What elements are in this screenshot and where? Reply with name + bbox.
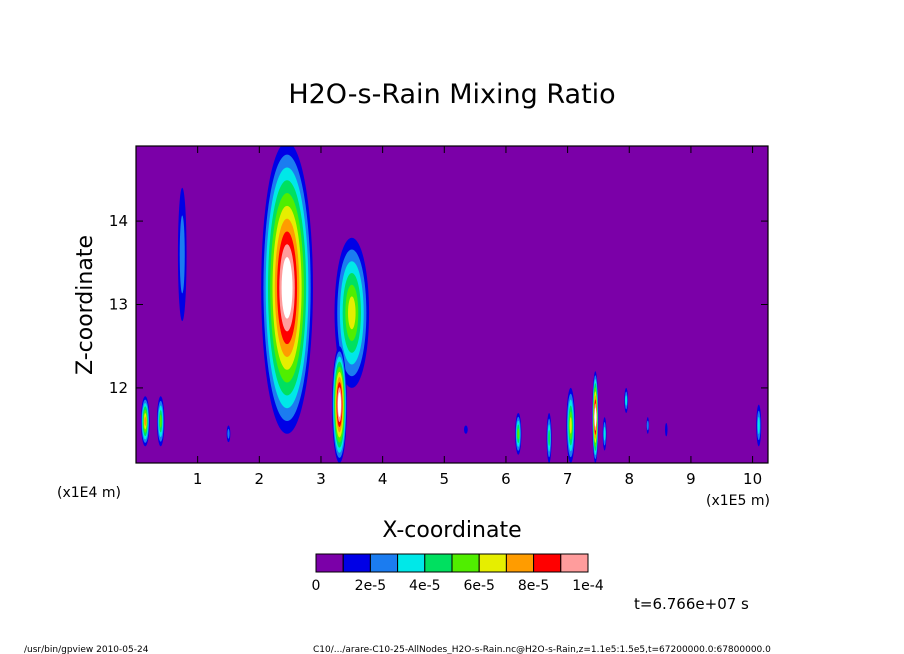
heatmap-region-10-level-5 bbox=[569, 417, 572, 434]
colorbar-swatch-0 bbox=[315, 553, 344, 573]
heatmap-region-0-level-10 bbox=[283, 269, 291, 306]
heatmap-region-11-level-10 bbox=[594, 411, 597, 423]
y-unit-note: (x1E4 m) bbox=[57, 485, 121, 501]
y-tick-label-0: 12 bbox=[109, 379, 128, 397]
heatmap-region-4-level-6 bbox=[144, 416, 147, 427]
colorbar-label-0: 0 bbox=[312, 578, 321, 594]
x-tick-label-6: 7 bbox=[563, 470, 573, 488]
colorbar-swatch-5 bbox=[451, 553, 480, 573]
x-tick-label-4: 5 bbox=[440, 470, 450, 488]
colorbar: 0 2e-5 4e-5 6e-5 8e-5 1e-4 bbox=[312, 553, 604, 594]
heatmap-region-14-level-1 bbox=[646, 420, 649, 431]
colorbar-label-4: 8e-5 bbox=[518, 578, 549, 594]
time-label: t=6.766e+07 s bbox=[634, 595, 749, 613]
heatmap-region-15-level-0 bbox=[665, 422, 668, 437]
colorbar-label-3: 6e-5 bbox=[463, 578, 494, 594]
heatmap-region-13-level-2 bbox=[625, 395, 628, 406]
colorbar-swatch-6 bbox=[478, 553, 507, 573]
x-tick-label-3: 4 bbox=[378, 470, 388, 488]
colorbar-swatch-1 bbox=[342, 553, 371, 573]
x-tick-label-9: 10 bbox=[743, 470, 762, 488]
heatmap-region-8-level-4 bbox=[517, 428, 520, 440]
x-tick-label-2: 3 bbox=[316, 470, 326, 488]
plot-area bbox=[135, 145, 769, 464]
y-axis-label: Z-coordinate bbox=[73, 235, 98, 375]
heatmap-region-1-level-5 bbox=[348, 296, 356, 330]
x-tick-label-1: 2 bbox=[255, 470, 265, 488]
footer-right: C10/.../arare-C10-25-AllNodes_H2O-s-Rain… bbox=[313, 645, 771, 654]
x-tick-label-8: 9 bbox=[686, 470, 696, 488]
heatmap-region-2-level-10 bbox=[338, 397, 341, 412]
colorbar-label-5: 1e-4 bbox=[572, 578, 604, 594]
x-tick-label-5: 6 bbox=[501, 470, 511, 488]
heatmap-region-16-level-2 bbox=[757, 416, 760, 435]
colorbar-swatch-9 bbox=[560, 553, 589, 573]
heatmap-region-5-level-4 bbox=[159, 414, 162, 428]
colorbar-label-2: 4e-5 bbox=[409, 578, 440, 594]
colorbar-label-1: 2e-5 bbox=[355, 578, 386, 594]
colorbar-swatch-2 bbox=[369, 553, 399, 573]
heatmap-region-7-level-0 bbox=[464, 425, 468, 434]
x-tick-label-0: 1 bbox=[193, 470, 203, 488]
footer-left: /usr/bin/gpview 2010-05-24 bbox=[24, 645, 149, 654]
colorbar-swatch-8 bbox=[533, 553, 562, 573]
heatmap-region-9-level-3 bbox=[548, 430, 551, 446]
colorbar-swatch-3 bbox=[397, 553, 426, 573]
heatmap-background bbox=[136, 146, 768, 463]
chart-title: H2O-s-Rain Mixing Ratio bbox=[288, 79, 615, 110]
heatmap-region-3-level-1 bbox=[179, 215, 185, 294]
x-axis-ticks: 1 2 3 4 5 6 7 8 9 10 bbox=[193, 146, 762, 488]
heatmap-region-6-level-1 bbox=[227, 428, 230, 439]
colorbar-swatch-4 bbox=[424, 553, 453, 573]
heatmap-region-12-level-2 bbox=[603, 426, 606, 441]
x-tick-label-7: 8 bbox=[624, 470, 634, 488]
y-tick-label-2: 14 bbox=[109, 212, 128, 230]
colorbar-swatch-7 bbox=[505, 553, 535, 573]
y-tick-label-1: 13 bbox=[109, 296, 128, 314]
x-axis-label: X-coordinate bbox=[382, 518, 521, 543]
x-unit-note: (x1E5 m) bbox=[706, 493, 770, 509]
y-axis-ticks: 12 13 14 bbox=[109, 212, 768, 397]
